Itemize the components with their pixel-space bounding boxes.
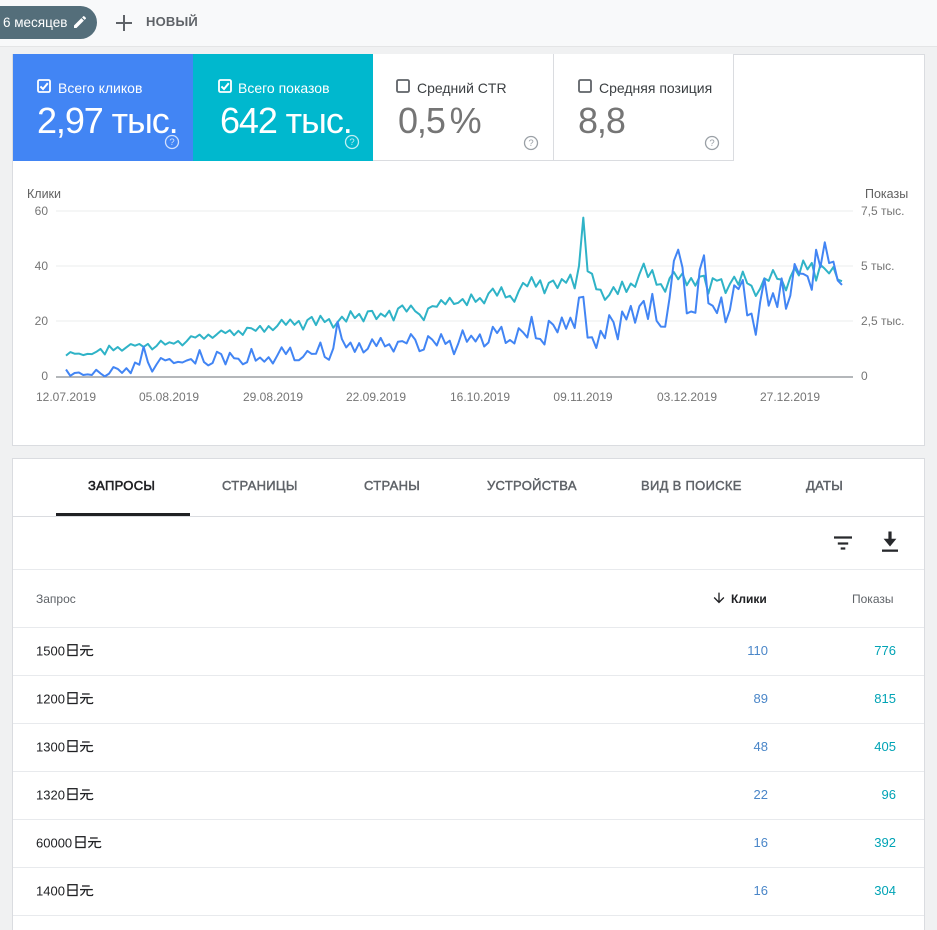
svg-text:?: ? [709, 138, 714, 149]
svg-text:?: ? [349, 137, 354, 148]
svg-text:?: ? [169, 137, 174, 148]
svg-text:?: ? [528, 138, 533, 149]
